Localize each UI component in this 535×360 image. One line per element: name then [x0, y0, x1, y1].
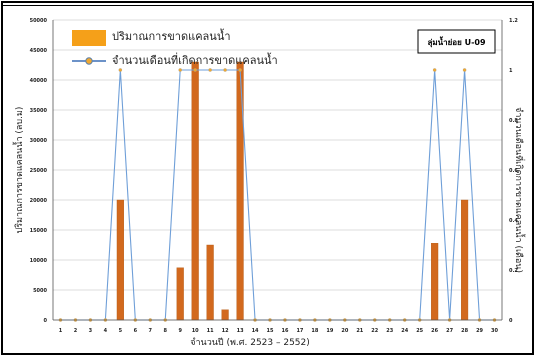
y-left-tick-label: 25000: [30, 168, 48, 174]
x-tick-label: 10: [192, 328, 199, 334]
subbasin-box-border: [417, 29, 496, 54]
y-right-tick-label: 1: [509, 68, 513, 74]
x-tick-label: 16: [281, 328, 288, 334]
x-tick-label: 17: [296, 328, 303, 334]
y-right-tick-label: 0.4: [509, 218, 518, 224]
chart-border: [1, 1, 534, 355]
x-tick-label: 26: [431, 328, 438, 334]
legend-line-marker: [85, 57, 93, 65]
line-point-10: [193, 68, 197, 72]
y-right-axis-title: จำนวนเดือนที่เกิดการขาดแคลนน้ำ (เดือน): [513, 107, 526, 273]
y-left-tick-label: 40000: [30, 78, 48, 84]
x-tick-label: 1: [59, 328, 63, 334]
line-point-9: [178, 68, 182, 72]
x-tick-label: 4: [104, 328, 108, 334]
y-left-axis-title: ปริมาณการขาดแคลนน้ำ (ลบ.ม): [12, 107, 25, 234]
line-point-13: [238, 68, 242, 72]
y-right-tick-label: 0: [509, 318, 513, 324]
line-point-11: [208, 68, 212, 72]
legend: ปริมาณการขาดแคลนน้ำ จำนวนเดือนที่เกิดการ…: [72, 28, 278, 67]
x-tick-label: 9: [178, 328, 182, 334]
x-tick-label: 29: [476, 328, 483, 334]
subbasin-label: ลุ่มน้ำย่อย U-09: [427, 36, 485, 48]
x-tick-label: 6: [134, 328, 138, 334]
subbasin-box: ลุ่มน้ำย่อย U-09: [417, 29, 496, 54]
x-tick-label: 5: [119, 328, 123, 334]
x-tick-label: 24: [401, 328, 408, 334]
x-tick-label: 8: [164, 328, 168, 334]
line-point-5: [118, 68, 123, 72]
legend-line-label: จำนวนเดือนที่เกิดการขาดแคลนน้ำ: [112, 52, 278, 67]
top-rule: [1, 5, 534, 6]
legend-bar-label: ปริมาณการขาดแคลนน้ำ: [112, 28, 231, 43]
x-tick-label: 18: [311, 328, 318, 334]
y-right-tick-label: 0.2: [509, 268, 518, 274]
labels-layer: 0 5000 10000 15000 20000 25000 30000 35000 40000…: [30, 18, 519, 334]
x-tick-label: 28: [461, 328, 468, 334]
y-left-tick-label: 0: [44, 318, 48, 324]
y-right-tick-label: 0.8: [509, 118, 518, 124]
x-tick-label: 20: [341, 328, 348, 334]
line-point-12: [223, 68, 227, 72]
x-tick-label: 19: [326, 328, 333, 334]
x-tick-label: 11: [207, 328, 214, 334]
x-tick-label: 23: [386, 328, 393, 334]
x-axis-title: จำนวนปี (พ.ศ. 2523 – 2552): [190, 337, 310, 348]
y-right-tick-label: 0.6: [509, 168, 518, 174]
line-point-28: [462, 68, 467, 72]
x-tick-label: 25: [416, 328, 423, 334]
x-tick-label: 15: [267, 328, 274, 334]
y-left-tick-label: 5000: [33, 288, 47, 294]
legend-bar-swatch: [72, 30, 106, 46]
y-left-tick-label: 50000: [30, 18, 48, 24]
x-tick-label: 21: [356, 328, 363, 334]
line-point-26: [432, 68, 437, 72]
y-left-tick-label: 20000: [30, 198, 48, 204]
x-tick-label: 2: [74, 328, 78, 334]
y-left-tick-label: 35000: [30, 108, 48, 114]
y-left-tick-label: 15000: [30, 228, 48, 234]
x-tick-label: 27: [446, 328, 453, 334]
x-tick-label: 13: [237, 328, 244, 334]
x-tick-label: 22: [371, 328, 378, 334]
y-left-tick-label: 30000: [30, 138, 48, 144]
x-tick-label: 7: [149, 328, 153, 334]
x-tick-label: 14: [252, 328, 259, 334]
x-tick-label: 12: [222, 328, 229, 334]
x-tick-label: 3: [89, 328, 93, 334]
y-left-tick-label: 10000: [30, 258, 48, 264]
x-tick-label: 30: [491, 328, 498, 334]
y-right-tick-label: 1.2: [509, 18, 518, 24]
y-left-tick-label: 45000: [30, 48, 48, 54]
axes-layer: [52, 20, 503, 321]
